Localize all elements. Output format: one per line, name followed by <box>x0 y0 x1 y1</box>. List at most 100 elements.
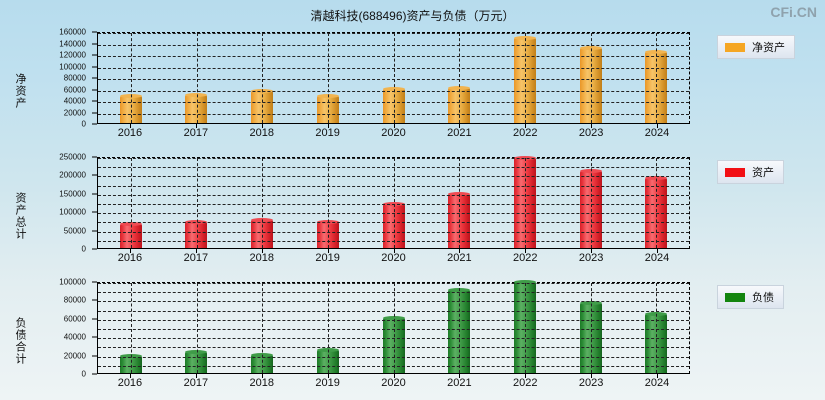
gridline-vertical <box>262 283 264 373</box>
gridline-vertical <box>524 283 526 373</box>
gridline-vertical <box>524 33 526 123</box>
y-tick-mark <box>92 193 97 195</box>
x-tick-mark <box>657 374 659 378</box>
x-axis-ticks: 2016 2017 2018 2019 2020 2021 2022 2023 2024 <box>97 374 690 396</box>
x-tick-mark <box>261 374 263 378</box>
y-axis-ticks: 0 20000 40000 60000 80000 100000 120000 140000 1… <box>30 28 97 129</box>
y-tick-mark <box>92 211 97 213</box>
x-tick-label: 2024 <box>644 252 670 264</box>
gridline-vertical <box>393 33 395 123</box>
x-tick-label: 2017 <box>183 252 209 264</box>
gridline-vertical <box>196 283 198 373</box>
x-tick-label: 2019 <box>315 252 340 264</box>
x-tick-mark <box>195 374 197 378</box>
legend-total-liabilities[interactable]: 负债 <box>717 285 784 309</box>
x-tick-label: 2016 <box>117 127 143 139</box>
chart-panel-total-assets: 资产总计 0 50000 100000 150000 200000 250000 2016… <box>0 153 825 275</box>
gridline-vertical <box>262 158 264 248</box>
x-tick-mark <box>327 124 329 128</box>
plot-area <box>97 32 690 124</box>
x-tick-label: 2020 <box>381 252 406 264</box>
y-tick-label: 20000 <box>63 108 86 117</box>
y-tick-mark <box>92 373 97 375</box>
gridline-vertical <box>393 283 395 373</box>
y-tick-label: 40000 <box>63 96 86 106</box>
x-axis-ticks: 2016 2017 2018 2019 2020 2021 2022 2023 2024 <box>97 124 690 146</box>
y-tick-label: 0 <box>81 369 86 379</box>
y-tick-label: 160000 <box>59 27 86 37</box>
y-tick-label: 80000 <box>63 295 86 305</box>
gridline-vertical <box>590 33 592 123</box>
gridline-vertical <box>327 33 329 123</box>
y-tick-mark <box>92 89 97 90</box>
legend-swatch-icon <box>725 292 745 302</box>
x-tick-mark <box>261 124 263 128</box>
x-tick-mark <box>525 124 527 128</box>
x-tick-label: 2021 <box>447 377 472 389</box>
x-tick-label: 2017 <box>183 127 209 139</box>
x-tick-mark <box>393 124 395 128</box>
legend-label: 资产 <box>752 167 774 179</box>
x-tick-label: 2018 <box>249 252 274 264</box>
x-tick-label: 2024 <box>644 127 670 139</box>
gridline-vertical <box>196 158 198 248</box>
x-tick-label: 2019 <box>315 127 340 139</box>
y-tick-label: 100000 <box>59 62 86 71</box>
y-tick-label: 50000 <box>63 226 86 236</box>
x-tick-label: 2022 <box>513 127 538 139</box>
x-tick-label: 2018 <box>249 377 274 389</box>
y-tick-label: 40000 <box>63 332 86 342</box>
legend-label: 负债 <box>752 292 774 304</box>
gridline-vertical <box>393 158 395 248</box>
y-tick-label: 60000 <box>63 314 86 324</box>
x-tick-mark <box>195 124 197 128</box>
y-tick-mark <box>92 112 97 113</box>
x-tick-label: 2020 <box>381 377 406 389</box>
y-tick-mark <box>92 248 97 250</box>
y-tick-mark <box>92 31 97 33</box>
watermark-logo: CFi.CN <box>770 4 817 20</box>
x-tick-mark <box>459 374 461 378</box>
y-tick-mark <box>92 281 97 283</box>
plot-area <box>97 155 690 249</box>
legend-net-assets[interactable]: 净资产 <box>717 35 795 59</box>
gridline-vertical <box>459 283 461 373</box>
y-axis-ticks: 0 50000 100000 150000 200000 250000 <box>30 153 97 254</box>
gridline-vertical <box>262 33 264 123</box>
legend-total-assets[interactable]: 资产 <box>717 160 784 184</box>
x-tick-label: 2023 <box>578 377 604 389</box>
x-tick-mark <box>195 249 197 253</box>
x-tick-label: 2018 <box>249 127 274 139</box>
gridline-vertical <box>524 158 526 248</box>
x-tick-label: 2022 <box>513 252 538 264</box>
x-tick-mark <box>393 249 395 253</box>
x-tick-mark <box>525 249 527 253</box>
y-tick-label: 100000 <box>59 277 86 287</box>
y-tick-label: 20000 <box>63 351 86 361</box>
gridline-vertical <box>327 158 329 248</box>
x-tick-label: 2022 <box>513 377 538 389</box>
x-tick-mark <box>525 374 527 378</box>
y-tick-mark <box>92 355 97 357</box>
bar-cap <box>185 219 208 224</box>
x-tick-label: 2023 <box>578 127 604 139</box>
y-tick-mark <box>92 174 97 176</box>
y-tick-mark <box>92 77 97 79</box>
x-tick-label: 2016 <box>117 377 143 389</box>
y-tick-label: 200000 <box>59 170 86 180</box>
gridline-vertical <box>656 158 658 248</box>
bar[interactable] <box>185 92 208 123</box>
y-tick-label: 120000 <box>59 50 86 60</box>
y-axis-label: 净资产 <box>14 73 26 109</box>
y-axis-label: 资产总计 <box>14 192 26 240</box>
x-tick-mark <box>459 249 461 253</box>
legend-swatch-icon <box>725 42 745 52</box>
x-tick-mark <box>591 124 593 128</box>
gridline-vertical <box>459 158 461 248</box>
y-tick-label: 0 <box>81 119 86 129</box>
gridline-vertical <box>196 33 198 123</box>
y-tick-mark <box>92 43 97 44</box>
y-tick-mark <box>92 123 97 125</box>
y-tick-mark <box>92 299 97 301</box>
